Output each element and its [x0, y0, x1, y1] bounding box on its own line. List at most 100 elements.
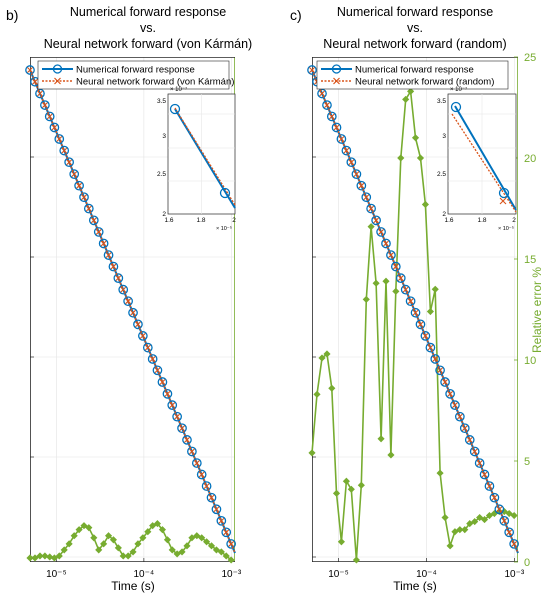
network-marker	[149, 356, 156, 362]
network-marker	[139, 333, 146, 339]
network-marker	[100, 240, 107, 247]
numerical-marker	[108, 261, 119, 272]
panel-b-error-series	[26, 520, 235, 564]
error-point	[36, 552, 44, 560]
numerical-marker	[351, 169, 362, 180]
numerical-marker	[64, 157, 74, 168]
error-point	[212, 546, 221, 554]
network-marker	[348, 159, 355, 166]
network-marker	[218, 517, 225, 524]
panel-c-inset-xtick-2: 1.8	[477, 217, 486, 224]
panel-b-xlabel: Time (s)	[111, 579, 155, 593]
error-point	[129, 548, 137, 556]
numerical-marker	[474, 458, 485, 468]
x-tick-label: 10⁻⁵	[46, 569, 67, 580]
error-point	[80, 522, 88, 530]
numerical-marker	[138, 331, 148, 341]
numerical-marker	[504, 527, 515, 538]
numerical-marker	[450, 400, 460, 410]
network-marker	[437, 367, 443, 374]
numerical-marker	[420, 331, 431, 341]
network-marker	[447, 390, 454, 397]
error-point	[95, 546, 103, 554]
numerical-marker	[49, 122, 60, 133]
numerical-marker	[152, 365, 163, 376]
right-tick-label: 15	[524, 254, 536, 266]
network-marker	[324, 102, 330, 108]
x-tick-label: 10⁻⁴	[416, 569, 437, 580]
error-point	[416, 154, 425, 162]
network-marker	[378, 229, 384, 235]
error-point	[337, 538, 345, 546]
right-tick-label: 20	[524, 153, 536, 165]
network-marker	[373, 217, 380, 224]
network-marker	[412, 309, 419, 316]
network-marker	[208, 494, 215, 501]
network-marker	[506, 529, 513, 536]
numerical-marker	[59, 145, 70, 156]
network-marker	[343, 147, 350, 154]
error-point	[357, 481, 365, 489]
error-point	[217, 548, 225, 556]
error-point	[362, 295, 370, 303]
error-point	[114, 544, 122, 552]
error-point	[203, 538, 211, 546]
panel-c-x-ticks: 10⁻⁵ 10⁻⁴ 10⁻³	[328, 558, 525, 580]
numerical-marker	[25, 65, 35, 75]
numerical-marker	[187, 446, 197, 457]
panel-b-title-line1: Numerical forward response	[70, 5, 226, 19]
network-marker	[358, 182, 365, 189]
error-point	[85, 524, 93, 532]
numerical-marker	[40, 100, 50, 110]
error-point	[60, 546, 68, 554]
network-marker	[81, 194, 87, 201]
network-marker	[189, 448, 195, 455]
network-marker	[392, 263, 399, 270]
network-marker	[46, 113, 53, 120]
numerical-marker	[489, 492, 500, 503]
network-marker	[402, 286, 409, 293]
numerical-marker	[157, 377, 168, 387]
network-marker	[154, 367, 161, 374]
numerical-marker	[88, 215, 99, 226]
right-tick-label: 25	[524, 52, 536, 64]
error-point	[407, 87, 415, 95]
numerical-marker	[346, 157, 357, 168]
error-point	[50, 554, 58, 562]
error-point	[510, 511, 518, 520]
network-marker	[452, 402, 458, 409]
network-marker	[125, 298, 132, 305]
error-point	[183, 542, 191, 550]
error-point	[451, 528, 459, 536]
numerical-marker	[221, 527, 232, 538]
numerical-marker	[390, 261, 401, 272]
panel-c-inset-ytick-2: 3	[442, 133, 446, 140]
panel-c-inset-x-exponent: × 10⁻⁵	[498, 225, 514, 232]
numerical-marker	[103, 250, 114, 260]
numerical-marker	[356, 180, 367, 191]
network-marker	[51, 124, 58, 131]
network-marker	[159, 379, 166, 385]
error-point	[308, 449, 316, 457]
panel-c-inset: × 10⁻⁷ 3.5 3 2.5 2 1.6 1.8 2 × 10⁻⁵	[437, 86, 517, 232]
numerical-marker	[376, 227, 386, 237]
network-marker	[27, 67, 33, 73]
panel-b-inset-ytick-3: 2.5	[157, 171, 166, 178]
panel-b-title-line2: vs.	[140, 21, 156, 35]
network-marker	[135, 321, 141, 328]
panel-c-inset-marker-1	[450, 101, 462, 113]
panel-c-network-series	[309, 67, 519, 554]
panel-b-legend-box	[37, 60, 230, 90]
panel-c-inset-x-marker	[499, 197, 507, 205]
network-marker	[115, 275, 122, 282]
network-marker	[76, 182, 82, 189]
network-marker	[427, 344, 434, 351]
network-marker	[397, 275, 404, 282]
numerical-marker	[93, 227, 104, 237]
error-point	[70, 532, 78, 540]
error-point	[426, 307, 434, 316]
numerical-marker	[83, 203, 94, 214]
numerical-marker	[167, 400, 178, 410]
numerical-marker	[172, 411, 182, 422]
panel-c-inset-marker-2	[498, 187, 510, 199]
